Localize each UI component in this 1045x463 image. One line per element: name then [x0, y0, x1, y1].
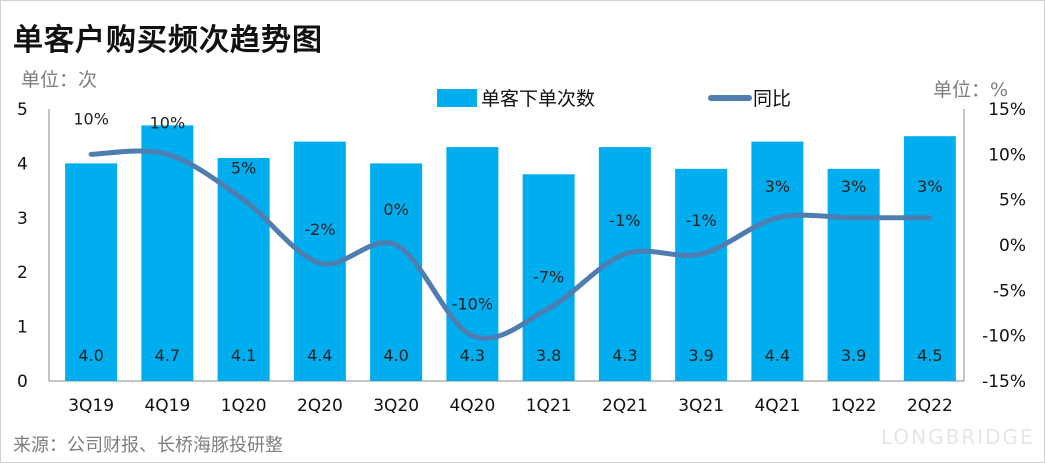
bar-value-label: 4.0	[78, 346, 103, 365]
source-note: 来源：公司财报、长桥海豚投研整	[13, 435, 283, 456]
bar-value-label: 4.4	[765, 346, 790, 365]
x-tick-label: 3Q20	[373, 396, 419, 416]
y-right-tick-label: -5%	[993, 281, 1026, 301]
bar-4Q20	[446, 147, 499, 381]
line-value-label: -7%	[533, 267, 564, 286]
line-value-label: 3%	[841, 177, 866, 196]
bar-value-label: 4.5	[917, 346, 942, 365]
chart-title: 单客户购买频次趋势图	[13, 23, 323, 58]
x-tick-label: 1Q21	[526, 396, 572, 416]
x-tick-label: 4Q21	[754, 396, 800, 416]
y-right-tick-label: 10%	[988, 145, 1026, 165]
watermark-logo: LONGBRIDGE	[881, 425, 1035, 449]
bar-3Q19	[65, 163, 118, 381]
x-tick-label: 4Q19	[144, 396, 190, 416]
y-left-tick-label: 0	[17, 372, 28, 392]
y-right-tick-label: -15%	[982, 372, 1026, 392]
x-tick-label: 2Q21	[602, 396, 648, 416]
bar-1Q21	[522, 174, 575, 381]
line-value-label: 10%	[73, 109, 109, 128]
y-right-tick-label: 0%	[999, 236, 1026, 256]
bar-1Q20	[217, 157, 270, 381]
x-tick-label: 2Q22	[907, 396, 953, 416]
bar-value-label: 4.7	[155, 346, 180, 365]
line-value-label: 10%	[150, 113, 186, 132]
y-left-tick-label: 4	[17, 154, 28, 174]
y-left-tick-label: 5	[17, 100, 28, 120]
bar-value-label: 3.8	[536, 346, 561, 365]
legend-bar-swatch	[437, 89, 477, 107]
left-axis-unit: 单位：次	[21, 69, 98, 91]
bar-3Q20	[370, 163, 423, 381]
line-value-label: -2%	[304, 220, 335, 239]
bar-value-label: 3.9	[841, 346, 866, 365]
x-tick-label: 3Q21	[678, 396, 724, 416]
line-value-label: -10%	[452, 295, 493, 314]
x-tick-label: 2Q20	[297, 396, 343, 416]
yoy-line	[88, 148, 933, 341]
bar-4Q19	[141, 125, 194, 381]
bar-4Q21	[751, 141, 804, 381]
y-right-tick-label: 15%	[988, 100, 1026, 120]
legend-bar-label: 单客下单次数	[481, 88, 595, 110]
line-value-label: -1%	[609, 211, 640, 230]
bar-3Q21	[675, 168, 728, 381]
line-value-label: 0%	[383, 200, 408, 219]
x-tick-label: 3Q19	[68, 396, 114, 416]
bar-value-label: 4.1	[231, 346, 256, 365]
bar-value-label: 4.0	[383, 346, 408, 365]
bar-2Q22	[903, 136, 956, 381]
bar-value-label: 4.3	[612, 346, 637, 365]
x-tick-label: 4Q20	[449, 396, 495, 416]
y-right-tick-label: 5%	[999, 191, 1026, 211]
line-value-label: -1%	[686, 211, 717, 230]
x-tick-label: 1Q20	[221, 396, 267, 416]
bar-value-label: 4.4	[307, 346, 332, 365]
y-left-tick-label: 1	[17, 318, 28, 338]
bar-1Q22	[827, 168, 880, 381]
y-right-tick-label: -10%	[982, 327, 1026, 347]
line-value-label: 3%	[765, 177, 790, 196]
y-left-tick-label: 2	[17, 263, 28, 283]
line-value-label: 3%	[917, 177, 942, 196]
line-value-label: 5%	[231, 159, 256, 178]
x-tick-label: 1Q22	[831, 396, 877, 416]
bar-value-label: 4.3	[460, 346, 485, 365]
legend-line-label: 同比	[753, 88, 791, 110]
right-axis-unit: 单位：%	[933, 79, 1009, 101]
y-left-tick-label: 3	[17, 209, 28, 229]
bar-value-label: 3.9	[688, 346, 713, 365]
